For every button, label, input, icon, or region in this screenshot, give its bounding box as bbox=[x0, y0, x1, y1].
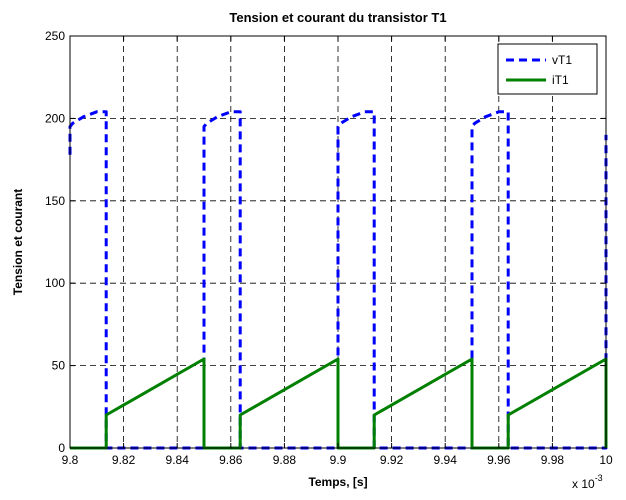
y-tick-label: 200 bbox=[45, 111, 65, 125]
x-axis-label: Temps, [s] bbox=[308, 475, 367, 489]
x-tick-label: 10 bbox=[599, 453, 613, 467]
x-tick-label: 9.88 bbox=[273, 453, 297, 467]
x-multiplier-exponent: -3 bbox=[595, 473, 603, 483]
x-multiplier-base: x 10 bbox=[572, 477, 595, 491]
chart-title: Tension et courant du transistor T1 bbox=[229, 10, 446, 25]
x-tick-label: 9.86 bbox=[219, 453, 243, 467]
legend-label-vT1: vT1 bbox=[552, 53, 572, 67]
x-tick-label: 9.92 bbox=[380, 453, 404, 467]
x-tick-label: 9.84 bbox=[166, 453, 190, 467]
x-multiplier-label: x 10-3 bbox=[572, 473, 603, 491]
grid-layer bbox=[70, 36, 606, 448]
tick-layer: 9.8 9.82 9.84 9.86 9.88 9.9 9.92 9.94 9.96 9.98 10… bbox=[45, 29, 613, 467]
legend: vT1 iT1 bbox=[497, 43, 598, 95]
legend-box bbox=[497, 43, 598, 95]
x-tick-label: 9.98 bbox=[541, 453, 565, 467]
y-tick-label: 0 bbox=[58, 441, 65, 455]
x-tick-label: 9.8 bbox=[62, 453, 79, 467]
legend-label-iT1: iT1 bbox=[552, 73, 569, 87]
y-tick-label: 250 bbox=[45, 29, 65, 43]
x-tick-label: 9.9 bbox=[330, 453, 347, 467]
y-tick-label: 100 bbox=[45, 276, 65, 290]
series-line-vT1 bbox=[68, 110, 608, 450]
y-tick-label: 50 bbox=[52, 359, 66, 373]
x-tick-label: 9.94 bbox=[434, 453, 458, 467]
x-tick-label: 9.96 bbox=[487, 453, 511, 467]
x-tick-label: 9.82 bbox=[112, 453, 136, 467]
y-axis-label: Tension et courant bbox=[11, 189, 25, 295]
y-tick-label: 150 bbox=[45, 194, 65, 208]
